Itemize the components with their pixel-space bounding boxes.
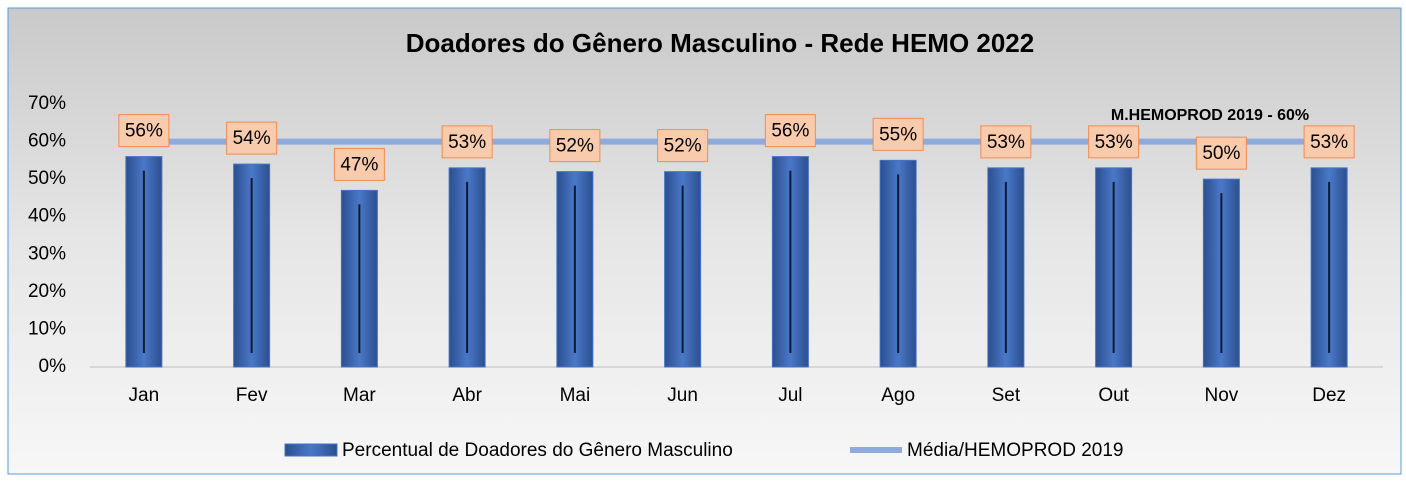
data-label-box [872, 117, 924, 151]
data-label-box [549, 129, 601, 163]
annotation: M.HEMOPROD 2019 - 60% [1111, 107, 1309, 124]
x-tick-label: Out [1098, 385, 1129, 406]
x-tick-label: Set [992, 385, 1021, 406]
x-tick-label: Jun [667, 385, 698, 406]
x-tick-label: Nov [1204, 385, 1238, 406]
data-label: 56% [125, 121, 163, 142]
x-tick-label: Dez [1312, 385, 1346, 406]
x-tick-label: Jan [129, 385, 160, 406]
data-label-box [226, 121, 278, 155]
y-tick-label: 60% [28, 131, 66, 152]
legend-swatch [284, 443, 338, 457]
data-label: 55% [879, 124, 917, 145]
y-tick-label: 10% [28, 318, 66, 339]
data-label-box [657, 129, 709, 163]
x-tick-label: Ago [881, 385, 915, 406]
data-label: 53% [1310, 132, 1348, 153]
x-tick-label: Abr [452, 385, 482, 406]
y-tick-label: 50% [28, 168, 66, 189]
data-label-box [1088, 125, 1140, 159]
data-label: 53% [448, 132, 486, 153]
chart-frame [7, 7, 1402, 475]
y-tick-label: 30% [28, 243, 66, 264]
data-label: 53% [1095, 132, 1133, 153]
data-label: 52% [556, 136, 594, 157]
data-label-box [764, 114, 816, 148]
legend-label: Média/HEMOPROD 2019 [907, 440, 1123, 461]
x-tick-label: Jul [778, 385, 802, 406]
data-label: 56% [771, 121, 809, 142]
data-label: 47% [340, 154, 378, 175]
data-label-box [1195, 136, 1247, 170]
y-tick-label: 40% [28, 206, 66, 227]
data-label: 53% [987, 132, 1025, 153]
y-tick-label: 20% [28, 281, 66, 302]
data-label-box [980, 125, 1032, 159]
data-label-box [333, 147, 385, 181]
data-label: 50% [1202, 143, 1240, 164]
data-label-box [118, 114, 170, 148]
x-tick-label: Mai [560, 385, 591, 406]
y-tick-label: 70% [28, 93, 66, 114]
x-tick-label: Fev [236, 385, 268, 406]
x-tick-label: Mar [343, 385, 376, 406]
y-tick-label: 0% [39, 356, 67, 377]
data-label-box [1303, 125, 1355, 159]
legend-label: Percentual de Doadores do Gênero Masculi… [342, 440, 733, 461]
data-label: 54% [233, 128, 271, 149]
data-label: 52% [664, 136, 702, 157]
chart-title: Doadores do Gênero Masculino - Rede HEMO… [406, 28, 1034, 58]
data-label-box [441, 125, 493, 159]
